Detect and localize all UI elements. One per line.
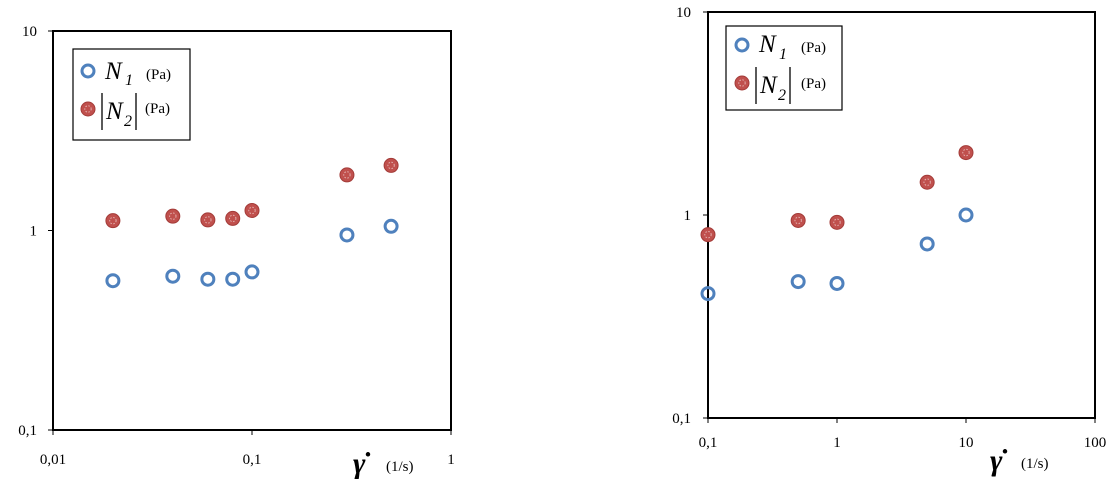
x-tick-label: 1 xyxy=(447,452,455,468)
data-point-n2-highlight xyxy=(248,206,256,215)
data-point-n1 xyxy=(225,271,241,287)
data-point-n2-highlight xyxy=(962,148,970,157)
legend-marker-n2-highlight xyxy=(738,79,746,87)
data-point-n2 xyxy=(244,202,260,218)
legend-n1-sub: 1 xyxy=(125,72,133,89)
legend-n1-symbol: N xyxy=(758,31,777,58)
data-point-n1 xyxy=(339,227,355,243)
legend-n2-symbol: N xyxy=(759,72,778,99)
xlabel-symbol: γ̇ xyxy=(353,447,370,479)
legend-marker-n2-highlight xyxy=(84,105,92,113)
data-point-n1 xyxy=(165,268,181,284)
xlabel-unit: (1/s) xyxy=(386,459,414,475)
legend-n1-unit: (Pa) xyxy=(146,67,171,83)
legend-marker-n2 xyxy=(734,75,750,91)
legend-marker-n1 xyxy=(734,37,750,53)
legend-marker-n2 xyxy=(80,101,96,117)
data-point-n1 xyxy=(829,275,845,291)
legend-n2-unit: (Pa) xyxy=(801,76,826,92)
data-point-n2-highlight xyxy=(109,216,117,225)
legend-n2-sub: 2 xyxy=(778,87,786,104)
data-point-n2 xyxy=(105,213,121,229)
data-point-n2 xyxy=(200,212,216,228)
xlabel-unit: (1/s) xyxy=(1021,456,1049,472)
legend-n1-unit: (Pa) xyxy=(801,40,826,56)
data-point-n2 xyxy=(339,167,355,183)
data-point-n2 xyxy=(790,212,806,228)
data-point-n1 xyxy=(105,273,121,289)
data-point-n1 xyxy=(244,264,260,280)
data-point-n1 xyxy=(958,207,974,223)
data-point-n2 xyxy=(958,145,974,161)
xlabel-symbol: γ̇ xyxy=(990,444,1007,477)
legend-left: N 1 (Pa) N 2 (Pa) xyxy=(72,48,191,141)
x-tick-label: 1 xyxy=(833,435,841,451)
data-point-n2-highlight xyxy=(169,212,177,220)
chart-right: 0,1 1 10 0,1 1 10 100 N 1 (Pa) N 2 (Pa) γ̇ (1/… xyxy=(672,5,1106,477)
y-tick-label: 0,1 xyxy=(18,423,37,439)
data-point-n2-highlight xyxy=(387,161,395,170)
data-point-n2-highlight xyxy=(833,218,841,227)
x-axis-label-left: γ̇ (1/s) xyxy=(353,447,414,479)
data-point-n2 xyxy=(700,227,716,243)
x-tick-label: 0,01 xyxy=(40,452,66,468)
x-tick-label: 0,1 xyxy=(699,435,718,451)
legend-n2-sub: 2 xyxy=(124,113,132,130)
x-tick-label: 0,1 xyxy=(243,452,262,468)
legend-n1-sub: 1 xyxy=(779,46,787,63)
data-point-n1 xyxy=(700,286,716,302)
data-point-n2-highlight xyxy=(343,171,351,179)
legend-right: N 1 (Pa) N 2 (Pa) xyxy=(725,25,843,111)
legend-box xyxy=(72,48,191,141)
data-point-n2 xyxy=(165,208,181,224)
data-point-n2 xyxy=(919,174,935,190)
data-point-n2-highlight xyxy=(923,178,931,186)
y-tick-label: 1 xyxy=(684,208,692,224)
y-tick-label: 10 xyxy=(22,24,37,40)
data-point-n2 xyxy=(829,214,845,230)
data-point-n1 xyxy=(919,236,935,252)
y-tick-label: 1 xyxy=(30,224,38,240)
data-point-n2-highlight xyxy=(794,216,802,225)
legend-n2-symbol: N xyxy=(105,98,124,125)
x-tick-label: 100 xyxy=(1084,435,1107,451)
y-tick-label: 0,1 xyxy=(672,411,691,427)
data-point-n2 xyxy=(383,157,399,173)
data-point-n2-highlight xyxy=(204,216,212,224)
legend-n2-unit: (Pa) xyxy=(145,101,170,117)
legend-n1-symbol: N xyxy=(104,58,123,85)
data-point-n1 xyxy=(200,271,216,287)
data-point-n1 xyxy=(790,274,806,290)
data-point-n2-highlight xyxy=(229,214,237,223)
data-point-n1 xyxy=(383,218,399,234)
x-axis-label-right: γ̇ (1/s) xyxy=(990,444,1049,477)
data-point-n2-highlight xyxy=(704,230,712,239)
x-tick-label: 10 xyxy=(959,435,974,451)
y-tick-label: 10 xyxy=(676,5,691,21)
legend-marker-n1 xyxy=(80,63,96,79)
data-point-n2 xyxy=(225,210,241,226)
